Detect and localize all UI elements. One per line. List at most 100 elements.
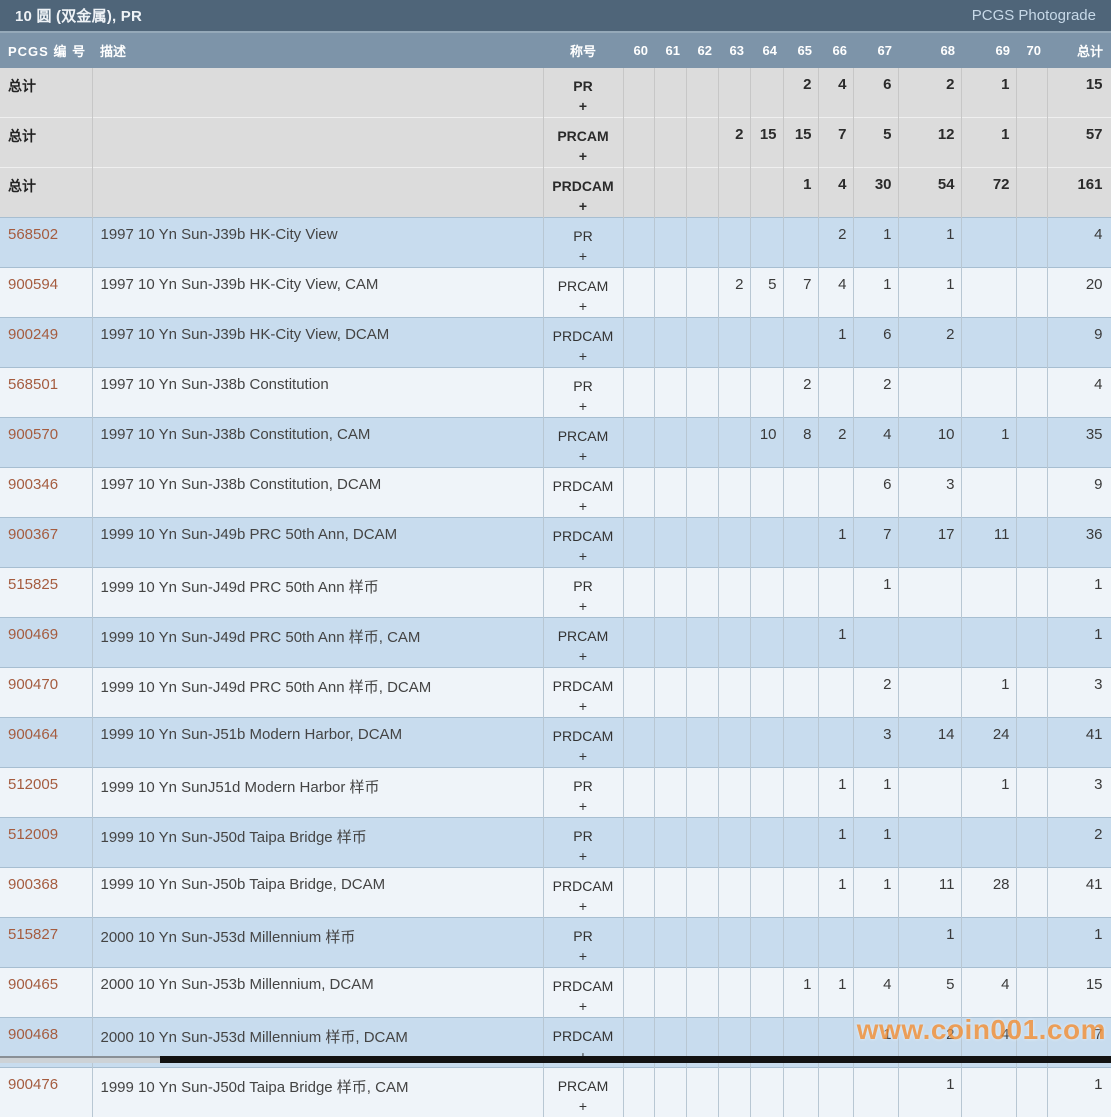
designation-cell: PR+ bbox=[543, 768, 623, 818]
expand-plus-link[interactable]: + bbox=[545, 346, 622, 366]
designation-label: PRDCAM bbox=[545, 326, 622, 346]
grade-65-count bbox=[783, 218, 818, 268]
grade-61-count bbox=[654, 318, 686, 368]
pcgs-number-link[interactable]: 900249 bbox=[0, 318, 92, 368]
grade-60-count bbox=[623, 618, 654, 668]
row-total: 15 bbox=[1047, 68, 1111, 118]
expand-plus-link[interactable]: + bbox=[545, 96, 622, 116]
expand-plus-link[interactable]: + bbox=[545, 1096, 622, 1116]
pcgs-number-link[interactable]: 515825 bbox=[0, 568, 92, 618]
photograde-link[interactable]: PCGS Photograde bbox=[972, 7, 1096, 24]
expand-plus-link[interactable]: + bbox=[545, 696, 622, 716]
grade-70-count bbox=[1016, 68, 1047, 118]
pcgs-number-link[interactable]: 900464 bbox=[0, 718, 92, 768]
grade-62-count bbox=[686, 118, 718, 168]
grade-61-count bbox=[654, 568, 686, 618]
expand-plus-link[interactable]: + bbox=[545, 796, 622, 816]
grade-69-count bbox=[961, 818, 1016, 868]
grade-64-count bbox=[750, 718, 783, 768]
pcgs-number-link[interactable]: 900367 bbox=[0, 518, 92, 568]
pcgs-number-link[interactable]: 568502 bbox=[0, 218, 92, 268]
grade-70-count bbox=[1016, 818, 1047, 868]
pcgs-number-link[interactable]: 900476 bbox=[0, 1068, 92, 1117]
pcgs-number-link[interactable]: 900368 bbox=[0, 868, 92, 918]
grade-69-count: 1 bbox=[961, 768, 1016, 818]
grade-65-count: 8 bbox=[783, 418, 818, 468]
row-total: 1 bbox=[1047, 918, 1111, 968]
pcgs-number-link[interactable]: 900469 bbox=[0, 618, 92, 668]
grade-68-count bbox=[898, 668, 961, 718]
designation-label: PRCAM bbox=[545, 1076, 622, 1096]
coin-description: 2000 10 Yn Sun-J53b Millennium, DCAM bbox=[92, 968, 543, 1018]
expand-plus-link[interactable]: + bbox=[545, 746, 622, 766]
designation-label: PRCAM bbox=[545, 626, 622, 646]
expand-plus-link[interactable]: + bbox=[545, 596, 622, 616]
grade-68-count: 54 bbox=[898, 168, 961, 218]
pcgs-number-link[interactable]: 568501 bbox=[0, 368, 92, 418]
expand-plus-link[interactable]: + bbox=[545, 396, 622, 416]
grade-60-count bbox=[623, 668, 654, 718]
grade-65-count bbox=[783, 1068, 818, 1117]
designation-cell: PR+ bbox=[543, 368, 623, 418]
expand-plus-link[interactable]: + bbox=[545, 196, 622, 216]
grade-65-count bbox=[783, 918, 818, 968]
designation-label: PRDCAM bbox=[545, 526, 622, 546]
pcgs-number-link[interactable]: 900594 bbox=[0, 268, 92, 318]
summary-row-label: 总计 bbox=[0, 68, 92, 118]
grade-60-count bbox=[623, 268, 654, 318]
pcgs-number-link[interactable]: 900346 bbox=[0, 468, 92, 518]
expand-plus-link[interactable]: + bbox=[545, 996, 622, 1016]
grade-61-count bbox=[654, 418, 686, 468]
expand-plus-link[interactable]: + bbox=[545, 546, 622, 566]
pcgs-number-link[interactable]: 512005 bbox=[0, 768, 92, 818]
grade-61-count bbox=[654, 268, 686, 318]
grade-62-count bbox=[686, 68, 718, 118]
expand-plus-link[interactable]: + bbox=[545, 646, 622, 666]
col-header-designation: 称号 bbox=[543, 33, 623, 68]
designation-cell: PRDCAM+ bbox=[543, 968, 623, 1018]
designation-cell: PRCAM+ bbox=[543, 118, 623, 168]
designation-cell: PRDCAM+ bbox=[543, 518, 623, 568]
pcgs-number-link[interactable]: 900470 bbox=[0, 668, 92, 718]
designation-cell: PRDCAM+ bbox=[543, 318, 623, 368]
expand-plus-link[interactable]: + bbox=[545, 846, 622, 866]
grade-67-count bbox=[853, 618, 898, 668]
col-header-grade-66: 66 bbox=[818, 33, 853, 68]
pcgs-number-link[interactable]: 900465 bbox=[0, 968, 92, 1018]
grade-65-count: 7 bbox=[783, 268, 818, 318]
grade-64-count bbox=[750, 368, 783, 418]
expand-plus-link[interactable]: + bbox=[545, 446, 622, 466]
grade-67-count: 1 bbox=[853, 818, 898, 868]
grade-64-count bbox=[750, 668, 783, 718]
grade-60-count bbox=[623, 168, 654, 218]
grade-69-count: 4 bbox=[961, 968, 1016, 1018]
grade-63-count bbox=[718, 218, 750, 268]
expand-plus-link[interactable]: + bbox=[545, 296, 622, 316]
row-total: 9 bbox=[1047, 468, 1111, 518]
pcgs-number-link[interactable]: 900570 bbox=[0, 418, 92, 468]
designation-cell: PRCAM+ bbox=[543, 418, 623, 468]
pcgs-number-link[interactable]: 512009 bbox=[0, 818, 92, 868]
grade-70-count bbox=[1016, 518, 1047, 568]
grade-70-count bbox=[1016, 468, 1047, 518]
grade-65-count: 1 bbox=[783, 968, 818, 1018]
expand-plus-link[interactable]: + bbox=[545, 896, 622, 916]
grade-61-count bbox=[654, 818, 686, 868]
designation-cell: PR+ bbox=[543, 68, 623, 118]
expand-plus-link[interactable]: + bbox=[545, 146, 622, 166]
col-header-grade-62: 62 bbox=[686, 33, 718, 68]
designation-cell: PR+ bbox=[543, 818, 623, 868]
expand-plus-link[interactable]: + bbox=[545, 246, 622, 266]
grade-65-count bbox=[783, 868, 818, 918]
expand-plus-link[interactable]: + bbox=[545, 496, 622, 516]
col-header-grade-60: 60 bbox=[623, 33, 654, 68]
grade-60-count bbox=[623, 718, 654, 768]
expand-plus-link[interactable]: + bbox=[545, 946, 622, 966]
grade-62-count bbox=[686, 768, 718, 818]
grade-61-count bbox=[654, 118, 686, 168]
pcgs-number-link[interactable]: 515827 bbox=[0, 918, 92, 968]
grade-66-count bbox=[818, 668, 853, 718]
